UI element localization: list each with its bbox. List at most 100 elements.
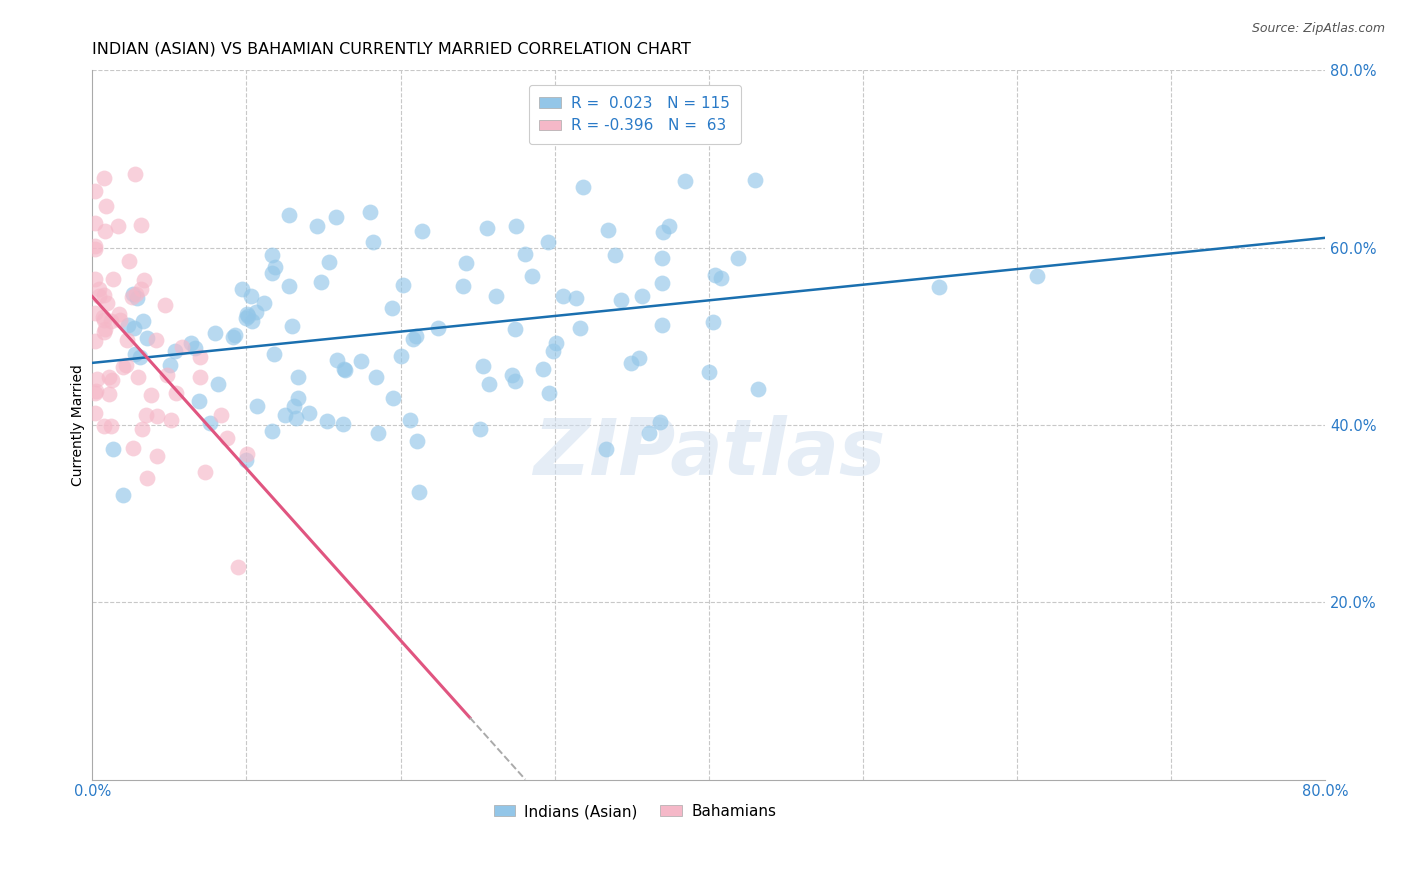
Point [408, 485, 430, 500]
Point [93, 418, 115, 433]
Point [163, 343, 186, 358]
Point [107, 219, 129, 233]
Point [242, 314, 264, 328]
Point [315, 414, 337, 428]
Point [136, 471, 159, 485]
Point [84, 272, 107, 286]
Point [367, 425, 389, 440]
Point [188, 394, 211, 409]
Point [235, 453, 257, 467]
Point [235, 311, 257, 326]
Point [513, 246, 536, 260]
Point [650, 415, 672, 429]
Point [537, 235, 560, 249]
Point [702, 315, 724, 329]
Point [569, 321, 592, 335]
Point [381, 391, 404, 405]
Point [451, 279, 474, 293]
Point [651, 277, 673, 291]
Point [333, 362, 356, 376]
Point [389, 349, 412, 363]
Point [1025, 268, 1047, 283]
Point [610, 293, 633, 307]
Point [127, 369, 149, 384]
Point [146, 449, 169, 463]
Point [471, 359, 494, 373]
Point [124, 347, 146, 361]
Point [546, 336, 568, 351]
Point [399, 412, 422, 426]
Point [262, 266, 284, 280]
Point [224, 328, 246, 343]
Point [96, 199, 118, 213]
Point [236, 307, 259, 321]
Point [94, 322, 117, 336]
Point [503, 374, 526, 388]
Point [595, 442, 617, 456]
Point [103, 442, 125, 456]
Point [132, 313, 155, 327]
Point [94, 224, 117, 238]
Point [107, 307, 129, 321]
Point [710, 270, 733, 285]
Point [190, 350, 212, 364]
Point [502, 368, 524, 382]
Point [326, 352, 349, 367]
Point [359, 205, 381, 219]
Point [84, 242, 107, 256]
Point [245, 305, 267, 319]
Point [332, 417, 354, 431]
Point [184, 341, 207, 355]
Point [122, 287, 145, 301]
Point [209, 409, 232, 423]
Point [697, 365, 720, 379]
Point [121, 290, 143, 304]
Text: Source: ZipAtlas.com: Source: ZipAtlas.com [1251, 22, 1385, 36]
Point [651, 318, 673, 332]
Point [427, 321, 450, 335]
Point [309, 275, 332, 289]
Point [238, 309, 260, 323]
Point [651, 251, 673, 265]
Point [572, 180, 595, 194]
Point [278, 279, 301, 293]
Point [287, 369, 309, 384]
Point [207, 377, 229, 392]
Point [744, 173, 766, 187]
Point [204, 326, 226, 341]
Point [125, 291, 148, 305]
Point [97, 369, 120, 384]
Point [468, 422, 491, 436]
Point [281, 318, 304, 333]
Point [84, 184, 107, 198]
Point [278, 208, 301, 222]
Point [598, 223, 620, 237]
Point [84, 385, 107, 400]
Point [117, 318, 139, 333]
Point [93, 325, 115, 339]
Point [141, 388, 163, 402]
Point [84, 384, 107, 398]
Point [283, 399, 305, 413]
Point [124, 168, 146, 182]
Point [405, 328, 427, 343]
Point [135, 408, 157, 422]
Point [145, 409, 167, 423]
Point [325, 210, 347, 224]
Point [132, 273, 155, 287]
Point [240, 289, 263, 303]
Point [100, 418, 122, 433]
Point [630, 289, 652, 303]
Point [263, 260, 285, 274]
Point [485, 288, 508, 302]
Point [350, 353, 373, 368]
Point [236, 447, 259, 461]
Point [121, 441, 143, 455]
Point [392, 278, 415, 293]
Point [541, 343, 564, 358]
Point [170, 340, 193, 354]
Point [305, 219, 328, 233]
Point [318, 254, 340, 268]
Point [658, 219, 681, 234]
Point [131, 422, 153, 436]
